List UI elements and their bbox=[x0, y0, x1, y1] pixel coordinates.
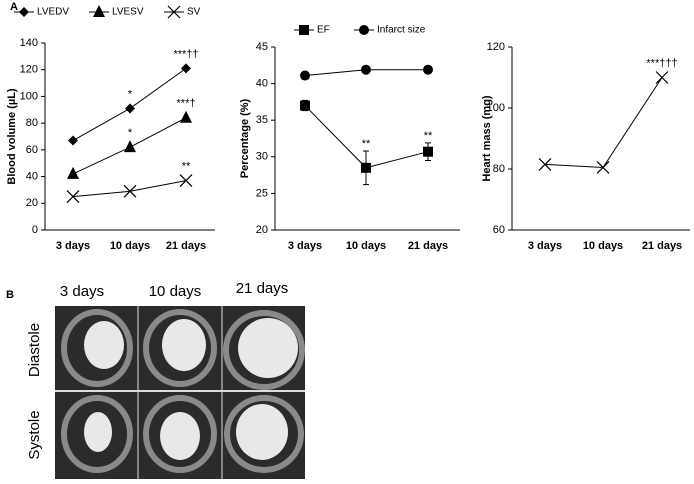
x-tick-label: 21 days bbox=[642, 240, 682, 252]
y-axis-title: Percentage (%) bbox=[239, 98, 251, 178]
y-tick-label: 25 bbox=[256, 187, 268, 199]
marker bbox=[124, 140, 136, 153]
mri-rings bbox=[61, 309, 305, 473]
y-tick-label: 120 bbox=[487, 41, 505, 53]
x-tick-label: 21 days bbox=[166, 240, 206, 252]
annotation: ***††† bbox=[646, 57, 677, 69]
marker bbox=[66, 190, 80, 204]
panel-label: B bbox=[6, 289, 14, 301]
legend-marker bbox=[19, 7, 29, 17]
marker bbox=[423, 146, 433, 157]
marker bbox=[423, 64, 433, 75]
mri-column-label: 3 days bbox=[60, 283, 104, 300]
y-tick-label: 40 bbox=[26, 170, 38, 182]
legend-marker bbox=[299, 25, 309, 35]
y-tick-label: 140 bbox=[20, 37, 38, 49]
annotation: ** bbox=[424, 130, 433, 142]
marker bbox=[300, 70, 310, 81]
mri-cavities bbox=[84, 318, 298, 460]
marker bbox=[300, 100, 310, 111]
x-tick-label: 3 days bbox=[288, 240, 322, 252]
y-tick-label: 40 bbox=[256, 78, 268, 90]
marker bbox=[361, 64, 371, 75]
y-tick-label: 120 bbox=[20, 64, 38, 76]
legend-label: LVESV bbox=[112, 7, 144, 18]
y-tick-label: 80 bbox=[493, 163, 505, 175]
y-tick-label: 0 bbox=[32, 224, 38, 236]
marker bbox=[123, 184, 137, 198]
y-tick-label: 60 bbox=[26, 144, 38, 156]
marker bbox=[538, 158, 552, 171]
legend-label: EF bbox=[317, 25, 330, 36]
x-tick-label: 10 days bbox=[346, 240, 386, 252]
x-tick-label: 3 days bbox=[528, 240, 562, 252]
legend-label: SV bbox=[187, 7, 201, 18]
marker bbox=[655, 71, 669, 84]
marker bbox=[68, 135, 78, 146]
legend-label: LVEDV bbox=[37, 7, 69, 18]
y-tick-label: 100 bbox=[487, 102, 505, 114]
mri-column-label: 21 days bbox=[236, 280, 289, 297]
x-tick-label: 21 days bbox=[408, 240, 448, 252]
y-tick-label: 20 bbox=[26, 197, 38, 209]
legend-marker bbox=[167, 5, 181, 19]
x-tick-label: 10 days bbox=[583, 240, 623, 252]
y-tick-label: 100 bbox=[20, 90, 38, 102]
marker bbox=[361, 162, 371, 173]
y-tick-label: 80 bbox=[26, 117, 38, 129]
y-tick-label: 60 bbox=[493, 224, 505, 236]
series-line bbox=[544, 77, 663, 168]
mri-row-label: Diastole bbox=[26, 323, 43, 377]
legend-marker bbox=[359, 25, 369, 35]
annotation: * bbox=[128, 88, 133, 100]
annotation: * bbox=[128, 127, 133, 139]
y-tick-label: 35 bbox=[256, 114, 268, 126]
annotation: ** bbox=[362, 138, 371, 150]
legend-label: Infarct size bbox=[377, 25, 426, 36]
marker bbox=[67, 166, 79, 179]
mri-row-label: Systole bbox=[26, 410, 43, 459]
mri-column-label: 10 days bbox=[149, 283, 202, 300]
marker bbox=[179, 174, 193, 188]
marker bbox=[181, 63, 191, 74]
annotation: ***† bbox=[177, 98, 196, 110]
annotation: ***†† bbox=[173, 48, 198, 60]
series-line bbox=[72, 180, 187, 198]
mri-grid bbox=[55, 306, 305, 479]
marker bbox=[596, 161, 610, 174]
marker bbox=[180, 110, 192, 123]
y-tick-label: 45 bbox=[256, 41, 268, 53]
legend-marker bbox=[93, 5, 105, 17]
panel-label: A bbox=[10, 1, 18, 13]
y-tick-label: 20 bbox=[256, 224, 268, 236]
annotation: ** bbox=[182, 160, 191, 172]
y-axis-title: Heart mass (mg) bbox=[481, 95, 493, 182]
x-tick-label: 3 days bbox=[56, 240, 90, 252]
marker bbox=[125, 103, 135, 114]
y-tick-label: 30 bbox=[256, 151, 268, 163]
y-axis-title: Blood volume (µL) bbox=[6, 88, 18, 185]
x-tick-label: 10 days bbox=[110, 240, 150, 252]
